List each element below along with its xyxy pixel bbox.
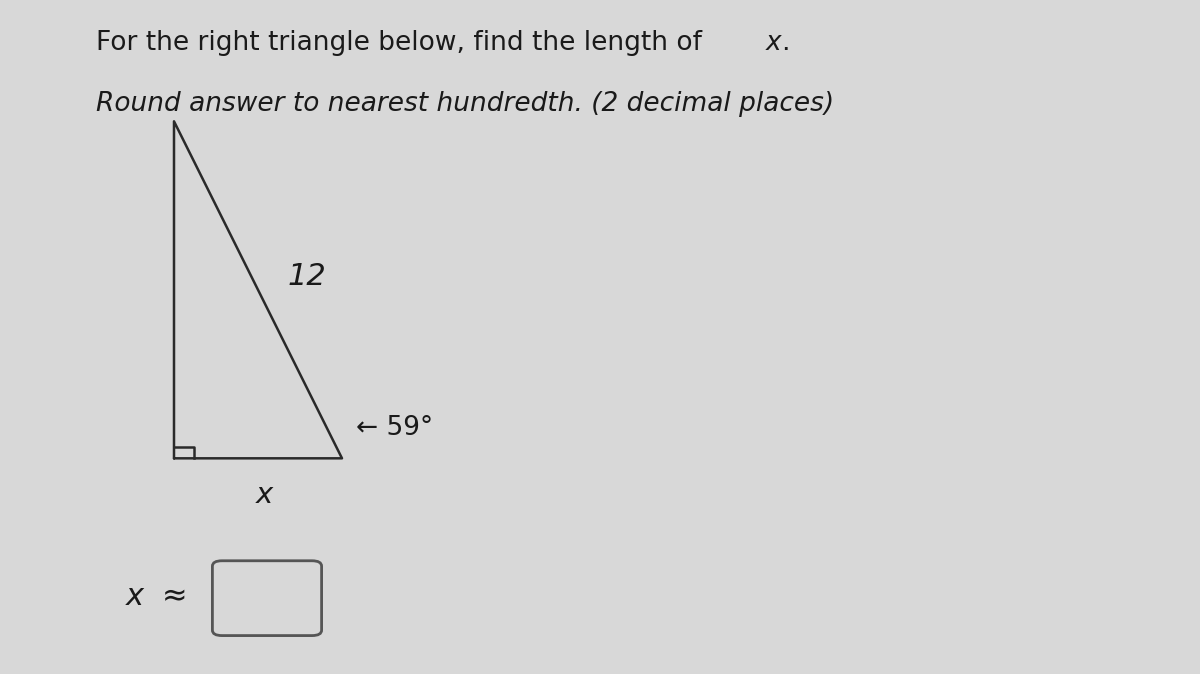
Text: x: x (126, 582, 144, 611)
Text: Round answer to nearest hundredth. (2 decimal places): Round answer to nearest hundredth. (2 de… (96, 91, 834, 117)
Text: .: . (781, 30, 790, 57)
Text: 12: 12 (288, 262, 326, 291)
FancyBboxPatch shape (212, 561, 322, 636)
Text: x: x (766, 30, 781, 57)
Text: ≈: ≈ (162, 582, 187, 611)
Text: For the right triangle below, find the length of: For the right triangle below, find the l… (96, 30, 710, 57)
Text: ← 59°: ← 59° (356, 415, 433, 441)
Text: x: x (256, 481, 272, 510)
